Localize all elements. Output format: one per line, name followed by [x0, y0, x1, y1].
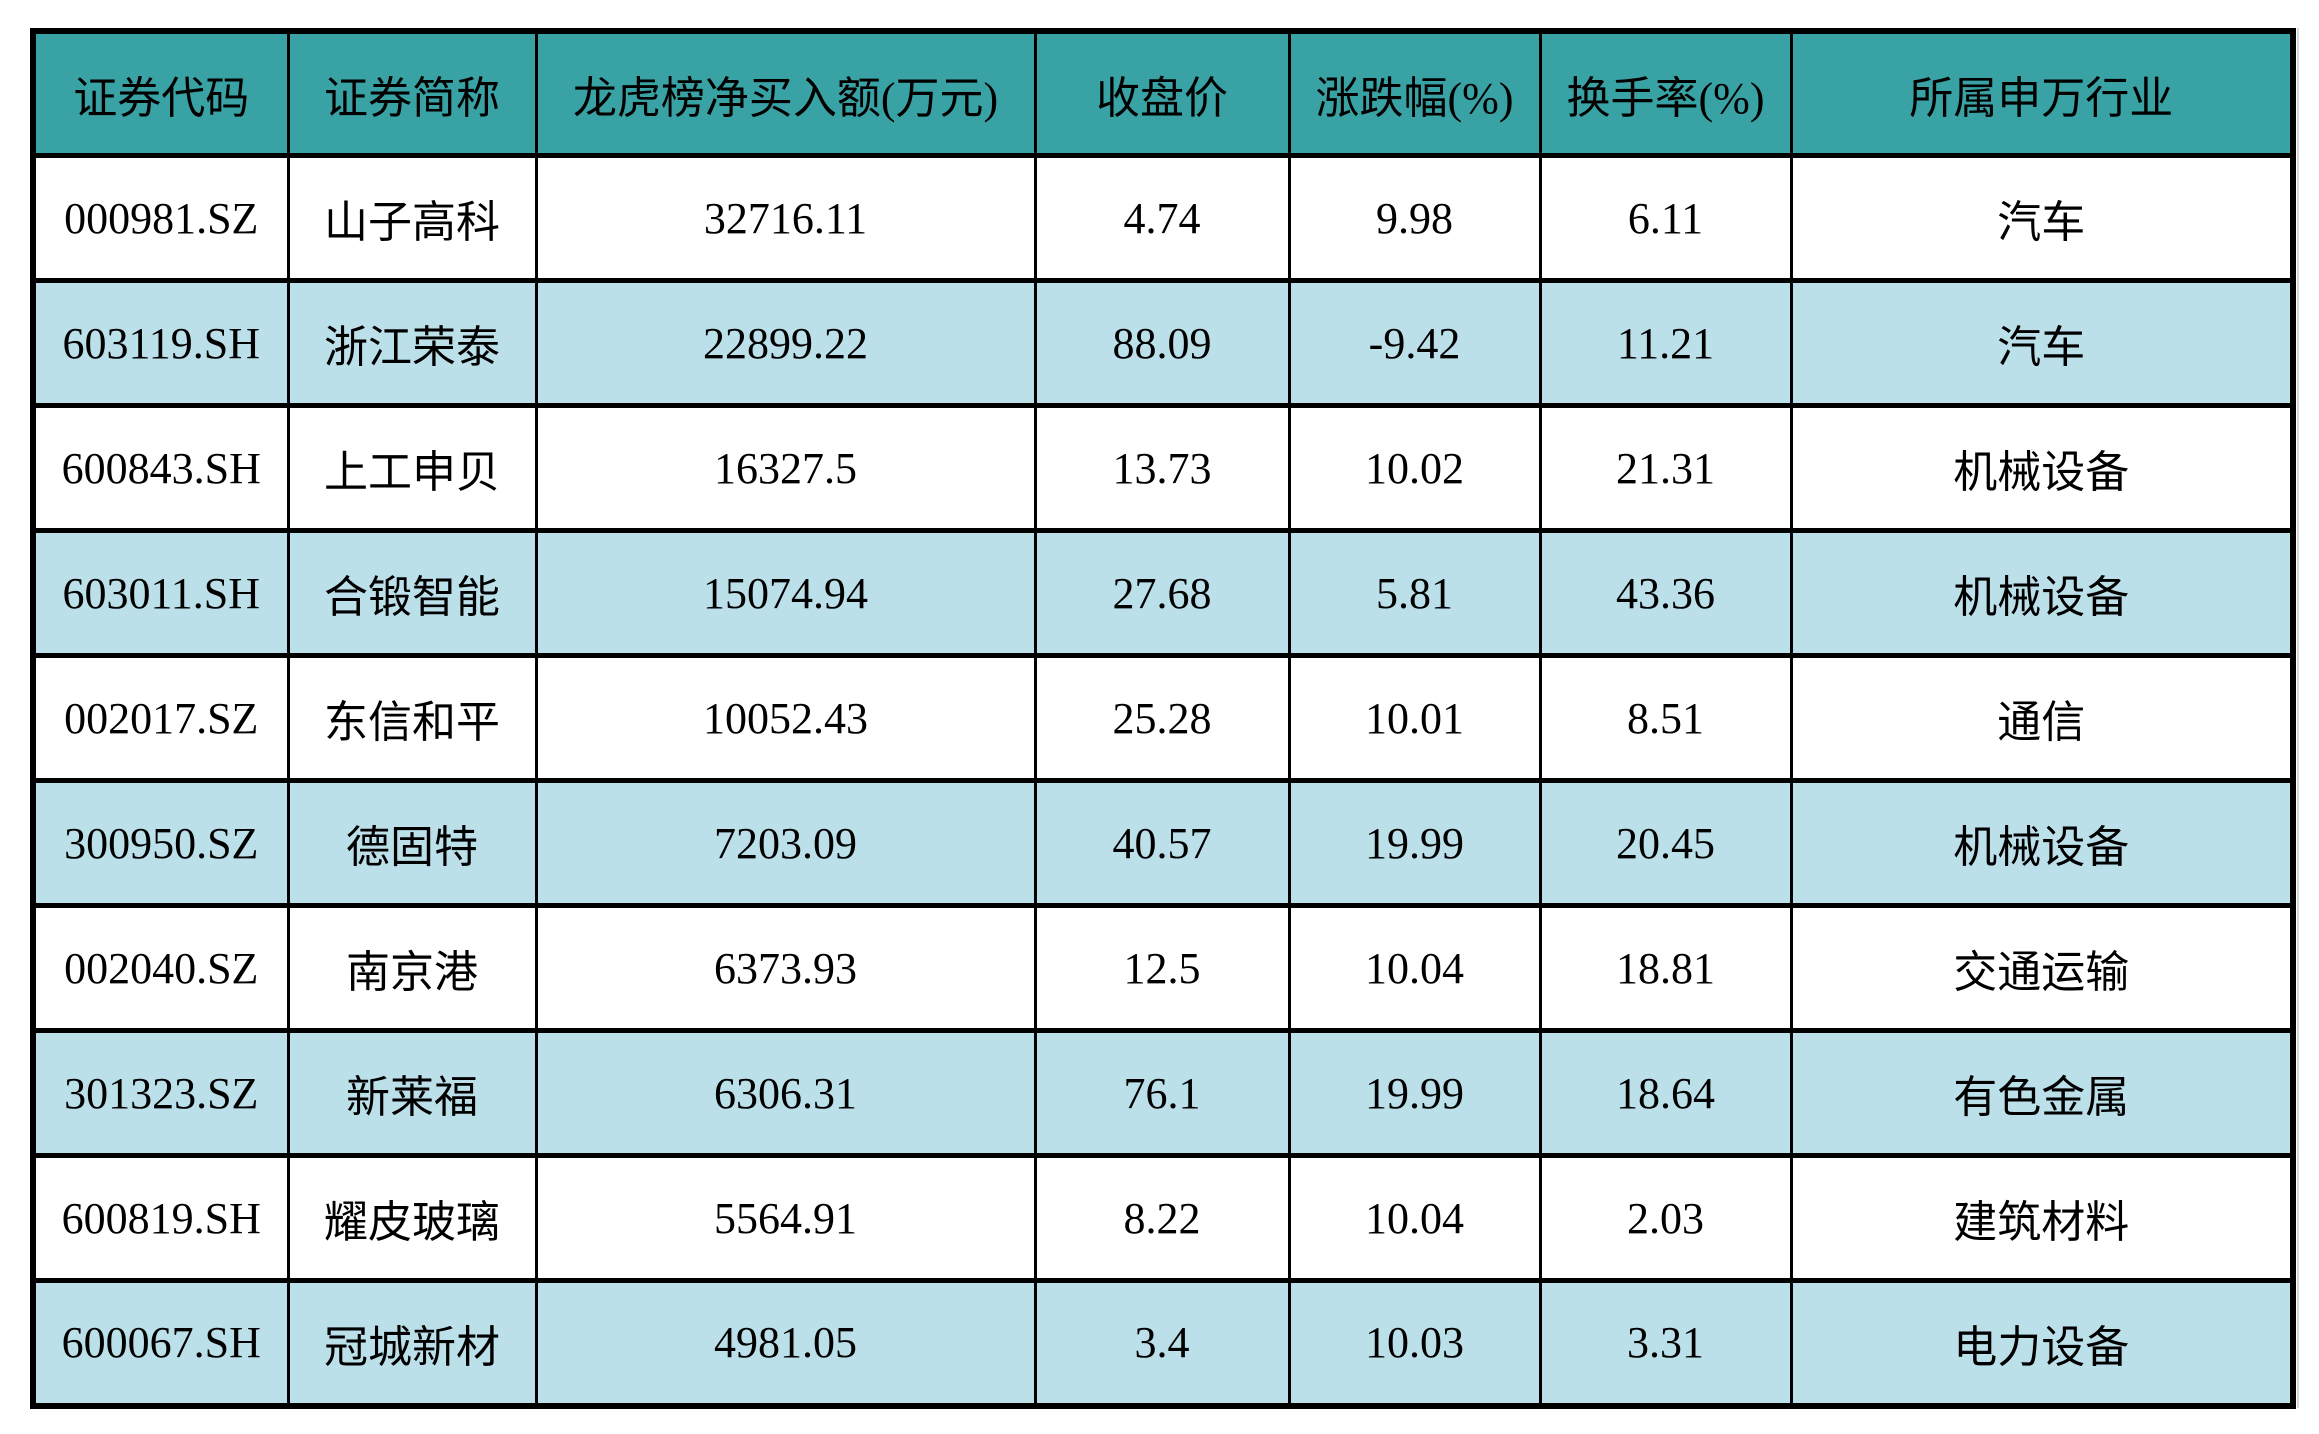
cell-industry: 汽车 [1789, 278, 2295, 408]
cell-change_pct: 19.99 [1287, 1028, 1542, 1158]
cell-turnover_pct: 6.11 [1538, 153, 1793, 283]
spreadsheet-gridline [2297, 28, 2299, 1408]
cell-industry: 电力设备 [1789, 1278, 2295, 1408]
column-header-change_pct: 涨跌幅(%) [1287, 28, 1542, 158]
cell-close: 40.57 [1033, 778, 1291, 908]
table-row: 000981.SZ 山子高科 32716.11 4.74 9.98 6.11 汽车 [31, 153, 2295, 283]
cell-change_pct: 19.99 [1287, 778, 1542, 908]
header-row: 证券代码 证券简称 龙虎榜净买入额(万元) 收盘价 涨跌幅(%) 换手率(%) 所属申万行业 [31, 28, 2295, 158]
table-row: 600843.SH 上工申贝 16327.5 13.73 10.02 21.31 机械设备 [31, 403, 2295, 533]
cell-close: 3.4 [1033, 1278, 1291, 1408]
cell-name: 上工申贝 [286, 403, 538, 533]
cell-close: 25.28 [1033, 653, 1291, 783]
cell-industry: 机械设备 [1789, 778, 2295, 908]
cell-industry: 有色金属 [1789, 1028, 2295, 1158]
cell-turnover_pct: 2.03 [1538, 1153, 1793, 1283]
cell-code: 600843.SH [31, 403, 290, 533]
cell-code: 002017.SZ [31, 653, 290, 783]
cell-name: 耀皮玻璃 [286, 1153, 538, 1283]
cell-net_buy: 22899.22 [534, 278, 1037, 408]
cell-net_buy: 6373.93 [534, 903, 1037, 1033]
cell-code: 600819.SH [31, 1153, 290, 1283]
cell-change_pct: -9.42 [1287, 278, 1542, 408]
cell-turnover_pct: 3.31 [1538, 1278, 1793, 1408]
cell-change_pct: 5.81 [1287, 528, 1542, 658]
cell-name: 山子高科 [286, 153, 538, 283]
cell-name: 合锻智能 [286, 528, 538, 658]
table-row: 301323.SZ 新莱福 6306.31 76.1 19.99 18.64 有色金属 [31, 1028, 2295, 1158]
table-row: 002017.SZ 东信和平 10052.43 25.28 10.01 8.51 通信 [31, 653, 2295, 783]
cell-change_pct: 10.02 [1287, 403, 1542, 533]
table-body: 000981.SZ 山子高科 32716.11 4.74 9.98 6.11 汽车 60311… [31, 153, 2295, 1408]
cell-net_buy: 15074.94 [534, 528, 1037, 658]
cell-change_pct: 10.04 [1287, 1153, 1542, 1283]
stock-table: 证券代码 证券简称 龙虎榜净买入额(万元) 收盘价 涨跌幅(%) 换手率(%) 所属申万行业… [30, 28, 2296, 1409]
cell-close: 4.74 [1033, 153, 1291, 283]
cell-net_buy: 10052.43 [534, 653, 1037, 783]
cell-change_pct: 9.98 [1287, 153, 1542, 283]
cell-net_buy: 7203.09 [534, 778, 1037, 908]
cell-industry: 机械设备 [1789, 528, 2295, 658]
cell-industry: 交通运输 [1789, 903, 2295, 1033]
cell-close: 88.09 [1033, 278, 1291, 408]
cell-name: 浙江荣泰 [286, 278, 538, 408]
cell-net_buy: 5564.91 [534, 1153, 1037, 1283]
cell-close: 27.68 [1033, 528, 1291, 658]
cell-turnover_pct: 21.31 [1538, 403, 1793, 533]
cell-industry: 建筑材料 [1789, 1153, 2295, 1283]
cell-industry: 通信 [1789, 653, 2295, 783]
cell-close: 8.22 [1033, 1153, 1291, 1283]
column-header-turnover_pct: 换手率(%) [1538, 28, 1793, 158]
cell-industry: 汽车 [1789, 153, 2295, 283]
cell-name: 南京港 [286, 903, 538, 1033]
cell-change_pct: 10.01 [1287, 653, 1542, 783]
cell-net_buy: 32716.11 [534, 153, 1037, 283]
cell-net_buy: 6306.31 [534, 1028, 1037, 1158]
cell-turnover_pct: 18.81 [1538, 903, 1793, 1033]
cell-name: 东信和平 [286, 653, 538, 783]
stock-table-container: 证券代码 证券简称 龙虎榜净买入额(万元) 收盘价 涨跌幅(%) 换手率(%) 所属申万行业… [30, 28, 2296, 1409]
cell-code: 301323.SZ [31, 1028, 290, 1158]
cell-code: 300950.SZ [31, 778, 290, 908]
cell-turnover_pct: 8.51 [1538, 653, 1793, 783]
column-header-industry: 所属申万行业 [1789, 28, 2295, 158]
column-header-close: 收盘价 [1033, 28, 1291, 158]
table-row: 600819.SH 耀皮玻璃 5564.91 8.22 10.04 2.03 建筑材料 [31, 1153, 2295, 1283]
cell-net_buy: 16327.5 [534, 403, 1037, 533]
cell-name: 冠城新材 [286, 1278, 538, 1408]
table-row: 603119.SH 浙江荣泰 22899.22 88.09 -9.42 11.21 汽车 [31, 278, 2295, 408]
cell-net_buy: 4981.05 [534, 1278, 1037, 1408]
cell-change_pct: 10.04 [1287, 903, 1542, 1033]
cell-close: 12.5 [1033, 903, 1291, 1033]
cell-code: 600067.SH [31, 1278, 290, 1408]
column-header-code: 证券代码 [31, 28, 290, 158]
cell-industry: 机械设备 [1789, 403, 2295, 533]
column-header-net_buy: 龙虎榜净买入额(万元) [534, 28, 1037, 158]
table-row: 002040.SZ 南京港 6373.93 12.5 10.04 18.81 交通运输 [31, 903, 2295, 1033]
cell-turnover_pct: 18.64 [1538, 1028, 1793, 1158]
cell-code: 603011.SH [31, 528, 290, 658]
table-row: 603011.SH 合锻智能 15074.94 27.68 5.81 43.36 机械设备 [31, 528, 2295, 658]
column-header-name: 证券简称 [286, 28, 538, 158]
cell-close: 76.1 [1033, 1028, 1291, 1158]
cell-name: 新莱福 [286, 1028, 538, 1158]
cell-change_pct: 10.03 [1287, 1278, 1542, 1408]
cell-close: 13.73 [1033, 403, 1291, 533]
table-row: 300950.SZ 德固特 7203.09 40.57 19.99 20.45 机械设备 [31, 778, 2295, 908]
cell-name: 德固特 [286, 778, 538, 908]
cell-turnover_pct: 20.45 [1538, 778, 1793, 908]
cell-code: 002040.SZ [31, 903, 290, 1033]
table-row: 600067.SH 冠城新材 4981.05 3.4 10.03 3.31 电力设备 [31, 1278, 2295, 1408]
cell-code: 000981.SZ [31, 153, 290, 283]
cell-code: 603119.SH [31, 278, 290, 408]
cell-turnover_pct: 11.21 [1538, 278, 1793, 408]
cell-turnover_pct: 43.36 [1538, 528, 1793, 658]
